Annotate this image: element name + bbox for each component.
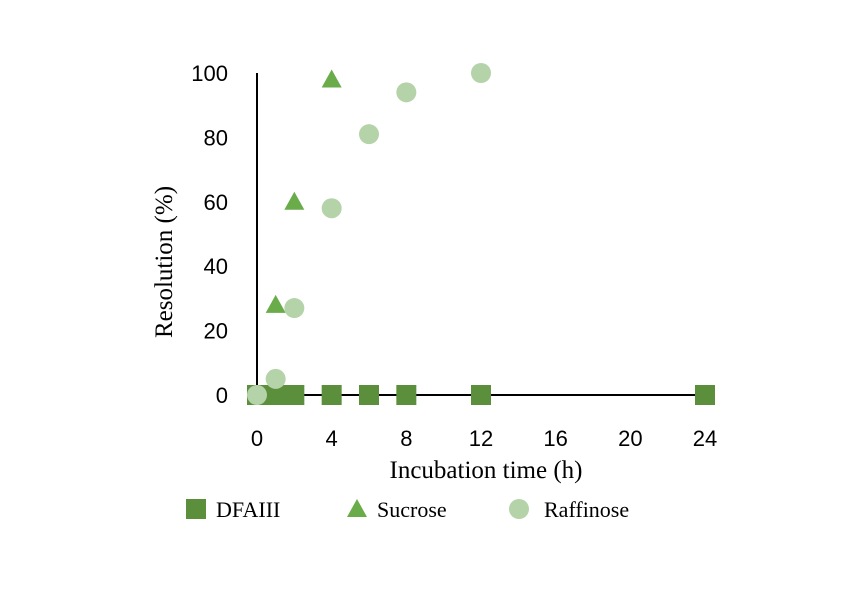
legend-raffinose-label: Raffinose <box>544 497 629 522</box>
y-tick-label: 40 <box>204 254 228 279</box>
x-tick-label: 12 <box>469 426 493 451</box>
dfaiii-point <box>284 385 305 405</box>
dfaiii-point <box>265 385 286 405</box>
legend: DFAIII Sucrose Raffinose <box>186 497 629 522</box>
y-axis-title: Resolution (%) <box>151 186 178 338</box>
x-tick-label: 24 <box>693 426 717 451</box>
dfaiii-point <box>471 385 491 405</box>
y-tick-label: 20 <box>204 319 228 344</box>
legend-dfaiii-marker <box>186 499 206 519</box>
sucrose-point <box>284 191 305 210</box>
raffinose-point <box>321 198 342 219</box>
raffinose-point <box>247 385 267 405</box>
x-tick-labels: 0 4 8 12 16 20 24 <box>251 426 717 451</box>
dfaiii-point <box>695 385 715 405</box>
dfaiii-point <box>321 385 342 405</box>
raffinose-point <box>471 63 491 83</box>
raffinose-point <box>359 124 379 145</box>
raffinose-point <box>265 368 286 389</box>
dfaiii-point <box>359 385 379 405</box>
y-tick-label: 60 <box>204 190 228 215</box>
sucrose-point <box>321 69 342 88</box>
raffinose-point <box>284 298 305 319</box>
y-tick-label: 80 <box>204 125 228 150</box>
legend-sucrose-label: Sucrose <box>377 497 447 522</box>
y-tick-label: 0 <box>216 383 228 408</box>
legend-dfaiii-label: DFAIII <box>216 497 280 522</box>
legend-raffinose-marker <box>509 499 529 519</box>
axes <box>256 73 715 396</box>
x-axis-title: Incubation time (h) <box>390 457 583 484</box>
y-tick-label: 100 <box>191 61 228 86</box>
legend-sucrose-marker <box>347 499 367 517</box>
x-tick-label: 4 <box>326 426 338 451</box>
y-tick-labels: 0 20 40 60 80 100 <box>191 61 228 408</box>
data-points <box>247 63 715 405</box>
x-tick-label: 16 <box>543 426 567 451</box>
sucrose-point <box>265 294 286 313</box>
x-tick-label: 0 <box>251 426 263 451</box>
dfaiii-point <box>396 385 417 405</box>
x-tick-label: 8 <box>400 426 412 451</box>
raffinose-point <box>396 82 417 103</box>
x-tick-label: 20 <box>618 426 642 451</box>
